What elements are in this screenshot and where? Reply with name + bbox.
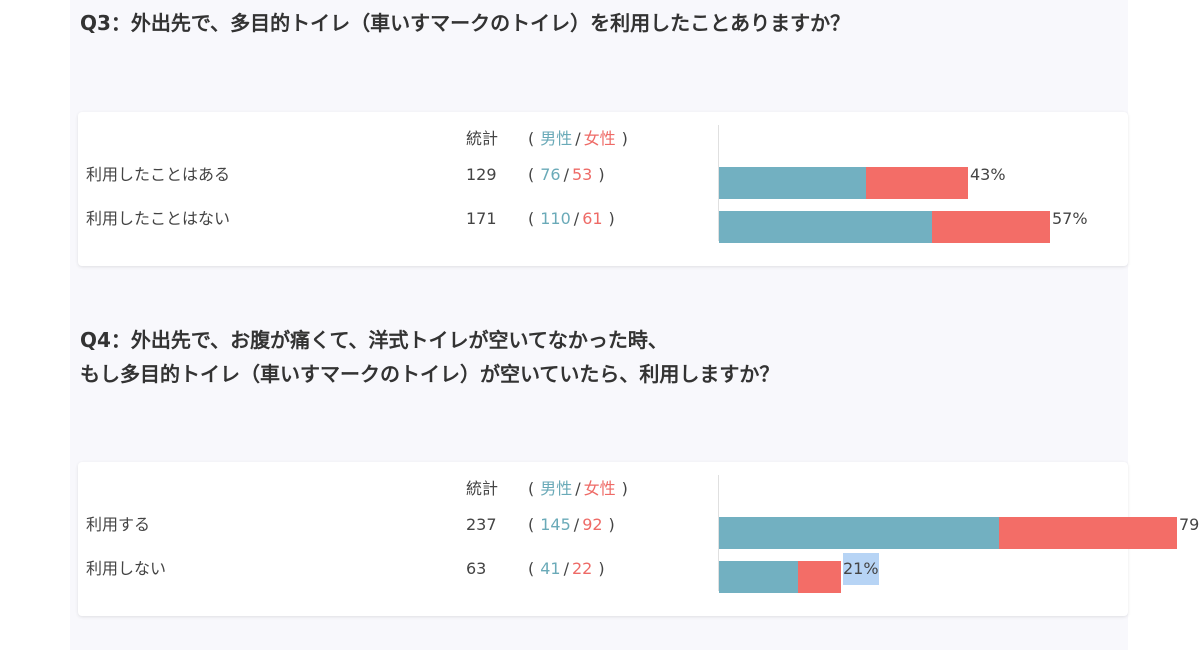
stacked-bar [719,561,841,593]
female-segment [866,167,968,199]
table-header: 統計 (男性 / 女性) [78,469,1128,509]
bar-area: 79% [719,513,1200,549]
stacked-bar [719,211,1050,243]
bar-area: 57% [719,207,1119,243]
answer-gender-split: (145/92) [528,515,615,534]
male-segment [719,561,798,593]
male-count: 41 [540,559,561,578]
female-segment [798,561,841,593]
female-segment [999,517,1177,549]
gender-header: (男性 / 女性) [528,479,628,498]
female-segment [932,211,1050,243]
male-count: 110 [540,209,571,228]
table-row: 利用しない 63 (41/22) 21% [78,549,1128,593]
female-count: 53 [572,165,593,184]
table-row: 利用したことはある 129 (76/53) 43% [78,155,1128,199]
male-count: 76 [540,165,561,184]
total-header: 統計 [466,479,499,498]
stacked-bar [719,517,1177,549]
question-title-q3: Q3：外出先で、多目的トイレ（車いすマークのトイレ）を利用したことありますか？ [80,11,851,35]
female-count: 61 [582,209,603,228]
bar-area: 21% [719,553,1119,593]
table-header: 統計 (男性 / 女性) [78,119,1128,159]
column-divider [718,125,719,241]
question-title-line-2: もし多目的トイレ（車いすマークのトイレ）が空いていたら、利用しますか？ [80,362,780,386]
answer-gender-split: (76/53) [528,165,605,184]
female-header: 女性 [583,479,616,498]
male-header: 男性 [540,479,573,498]
bar-area: 43% [719,163,1119,199]
question-title-line-1: Q4：外出先で、お腹が痛くて、洋式トイレが空いてなかった時、 [80,328,668,352]
answer-gender-split: (41/22) [528,559,605,578]
results-card-q4: 統計 (男性/女性) 利用する 237 (145/92) 79% 利用しない 6… [78,462,1200,616]
female-header: 女性 [583,129,616,148]
results-card-q3: 統計 (男性 / 女性) 利用したことはある 129 (76/53) 43% 利用し… [78,112,1128,266]
question-title-q4: Q4：外出先で、お腹が痛くて、洋式トイレが空いてなかった時、 もし多目的トイレ（… [80,323,779,391]
gender-header: (男性 / 女性) [528,129,628,148]
stacked-bar [719,167,968,199]
male-count: 145 [540,515,571,534]
percent-label: 57% [1052,209,1088,228]
female-count: 22 [572,559,593,578]
total-header: 統計 [466,129,499,148]
answer-total: 237 [466,515,497,534]
table-row: 利用する 237 (145/92) 79% [78,505,1200,549]
male-segment [719,167,866,199]
male-header: 男性 [540,129,573,148]
male-segment [719,211,932,243]
female-count: 92 [582,515,603,534]
percent-label: 21% [843,553,879,585]
male-segment [719,517,999,549]
answer-label: 利用しない [86,559,167,578]
answer-label: 利用したことはある [86,165,231,184]
column-divider [718,475,719,591]
answer-label: 利用したことはない [86,209,231,228]
percent-label: 79% [1179,515,1200,534]
table-row: 利用したことはない 171 (110/61) 57% [78,199,1128,243]
answer-total: 63 [466,559,487,578]
percent-label: 43% [970,165,1006,184]
answer-label: 利用する [86,515,151,534]
answer-total: 129 [466,165,497,184]
answer-total: 171 [466,209,497,228]
answer-gender-split: (110/61) [528,209,615,228]
